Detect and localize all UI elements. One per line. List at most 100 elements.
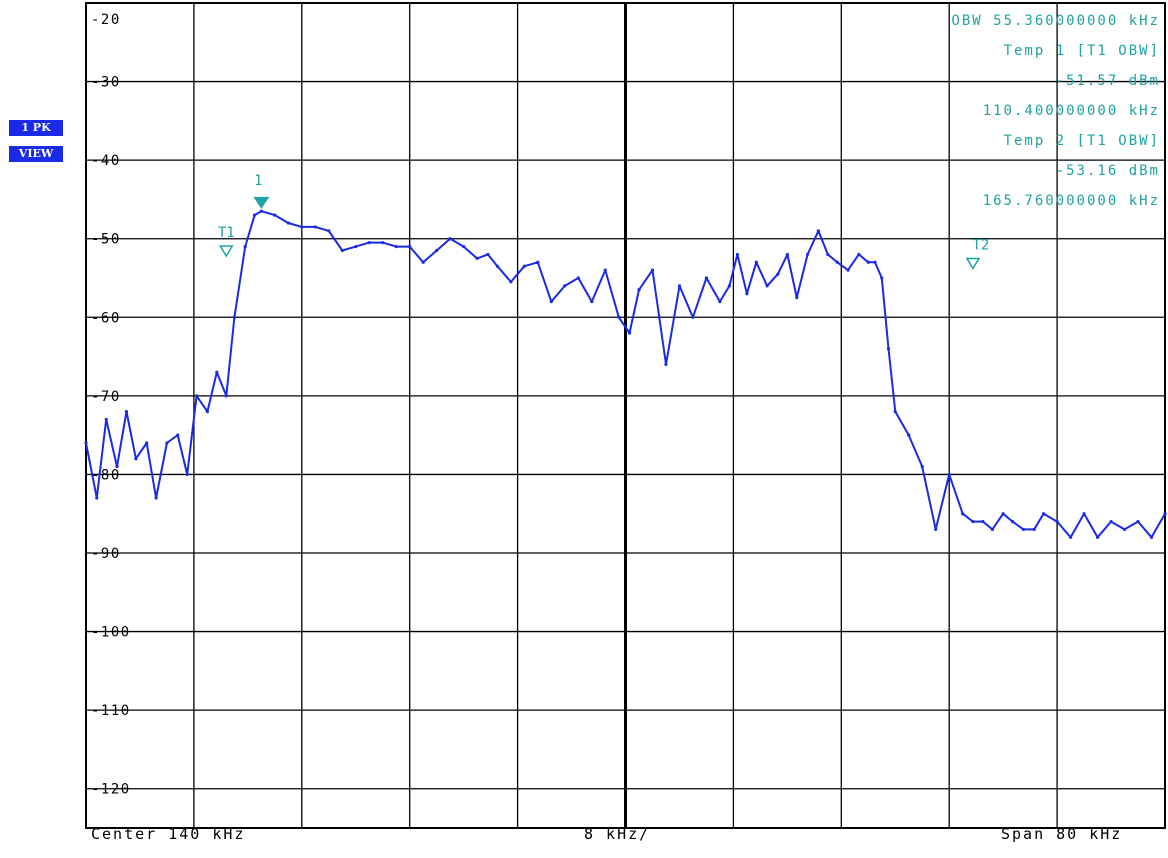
y-tick-label: -110 [91,703,131,719]
trace-point [718,299,722,304]
trace-point [873,260,877,264]
trace-point [313,225,317,229]
readout-line: OBW 55.360000000 kHz [951,13,1160,29]
trace-point [367,241,371,245]
view-badge: VIEW [9,146,63,162]
trace-point [617,315,621,319]
temp-marker-t2-label: T2 [973,238,990,254]
readout-line: -51.57 dBm [1056,73,1160,89]
marker-readout: OBW 55.360000000 kHz Temp 1 [T1 OBW] -51.5… [951,13,1160,209]
trace-point [549,299,553,304]
trace-point [727,284,731,288]
trace-point [115,464,119,469]
trace-point [300,225,304,229]
trace-point [866,260,870,264]
trace-point [104,417,108,422]
trace-point [754,260,758,264]
trace-point [947,472,951,477]
y-tick-label: -70 [91,389,121,405]
trace-point [215,370,219,374]
trace-point [795,296,799,300]
trace-point [691,315,695,319]
trace-point [735,252,740,257]
trace-point [84,441,88,445]
trace-point [134,457,138,461]
trace-point [1068,535,1073,539]
trace-point [243,244,247,249]
trace-point [394,244,398,249]
y-tick-label: -120 [91,782,131,798]
trace-point [603,268,607,272]
grid [85,2,1166,829]
trace-point [185,472,189,477]
trace-point [273,213,277,217]
y-axis-labels: -20 -30 -40 -50 -60 -70 -80 -90 -100 -110 -120 [91,12,131,798]
trace-point [1032,527,1036,532]
readout-line: 165.760000000 kHz [983,193,1160,209]
trace-point [846,268,850,272]
trace-point [765,284,769,288]
y-tick-label: -60 [91,310,121,326]
trace-point [327,229,331,233]
y-tick-label: -40 [91,153,121,169]
trace-point [981,519,985,524]
trace-point [1136,519,1140,524]
y-tick-label: -80 [91,467,121,483]
trace-point [886,347,891,351]
readout-line: -53.16 dBm [1056,163,1160,179]
trace-point [232,315,236,319]
trace-point [194,394,199,398]
trace-point [1055,519,1059,524]
trace-point [920,464,924,469]
trace-point [907,433,911,437]
trace-point [462,244,466,249]
trace-point [704,276,709,280]
trace-point [1163,512,1167,516]
trace-point [252,213,257,217]
marker-1-label: 1 [254,173,262,189]
trace-point [259,209,263,213]
trace-point [154,496,158,500]
trace-point [637,288,641,292]
trace-point [934,527,938,532]
readout-line: 110.400000000 kHz [983,103,1160,119]
trace-point [576,276,580,280]
marker-1-icon [253,196,270,209]
y-tick-label: -30 [91,75,121,91]
trace-point [627,331,632,335]
y-tick-label: -90 [91,546,121,562]
trace-point [224,394,228,398]
trace-point [990,527,994,532]
trace-mode-badge: 1 PK [9,120,63,136]
trace-point [475,256,479,260]
trace-point [165,441,169,445]
trace-point [857,252,861,257]
y-tick-label: -50 [91,232,121,248]
trace-point [745,292,749,296]
temp-marker-t2-icon [965,257,981,271]
trace-point [785,252,789,257]
trace-point [286,221,290,225]
trace-point [563,284,567,288]
trace-point [776,272,780,276]
trace-point [124,409,129,414]
trace-point [1042,512,1046,516]
y-tick-label: -20 [91,12,121,28]
trace-point [354,244,358,249]
trace-point [1082,512,1086,516]
trace-point [435,248,439,253]
center-frequency-label: Center 140 kHz [91,825,246,843]
trace-point [176,433,180,437]
trace-point [1001,512,1005,516]
division-label: 8 kHz/ [584,825,651,843]
trace-point [145,441,149,445]
trace-point [408,244,412,249]
trace-point [95,496,99,500]
trace-point [1021,527,1025,532]
trace-point [205,409,209,414]
trace-point [1095,535,1100,539]
trace-point [522,264,526,268]
trace-point [448,237,452,241]
trace-point [650,268,655,272]
